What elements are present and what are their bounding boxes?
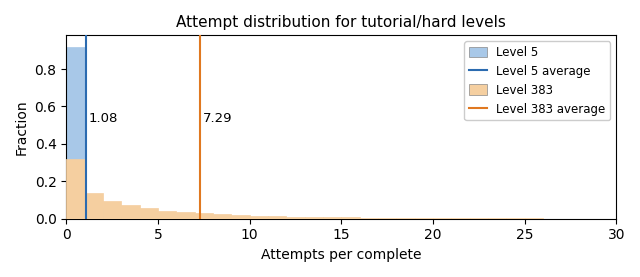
Bar bbox=[488, 218, 506, 219]
Bar bbox=[268, 216, 286, 219]
Bar bbox=[140, 208, 158, 219]
Bar bbox=[121, 218, 140, 219]
Bar bbox=[103, 201, 121, 219]
Bar bbox=[231, 215, 250, 219]
Bar bbox=[305, 217, 323, 219]
Bar bbox=[176, 212, 195, 219]
Bar bbox=[433, 218, 451, 219]
Title: Attempt distribution for tutorial/hard levels: Attempt distribution for tutorial/hard l… bbox=[177, 15, 506, 30]
Bar bbox=[341, 217, 360, 219]
Bar bbox=[415, 218, 433, 219]
Text: 7.29: 7.29 bbox=[204, 112, 233, 125]
Bar bbox=[525, 218, 543, 219]
Bar bbox=[286, 217, 305, 219]
Bar bbox=[84, 193, 103, 219]
Bar bbox=[470, 218, 488, 219]
Bar bbox=[323, 217, 341, 219]
Bar bbox=[158, 211, 176, 219]
Bar bbox=[121, 205, 140, 219]
Bar bbox=[103, 216, 121, 219]
Bar bbox=[378, 218, 396, 219]
Bar bbox=[84, 208, 103, 219]
X-axis label: Attempts per complete: Attempts per complete bbox=[261, 248, 422, 262]
Bar bbox=[213, 214, 231, 219]
Bar bbox=[67, 47, 84, 219]
Bar bbox=[195, 214, 213, 219]
Y-axis label: Fraction: Fraction bbox=[15, 99, 29, 155]
Text: 1.08: 1.08 bbox=[89, 112, 118, 125]
Bar bbox=[506, 218, 525, 219]
Bar bbox=[67, 159, 84, 219]
Bar bbox=[250, 216, 268, 219]
Bar bbox=[451, 218, 470, 219]
Bar bbox=[360, 218, 378, 219]
Bar bbox=[140, 218, 158, 219]
Bar bbox=[396, 218, 415, 219]
Legend: Level 5, Level 5 average, Level 383, Level 383 average: Level 5, Level 5 average, Level 383, Lev… bbox=[465, 41, 611, 120]
